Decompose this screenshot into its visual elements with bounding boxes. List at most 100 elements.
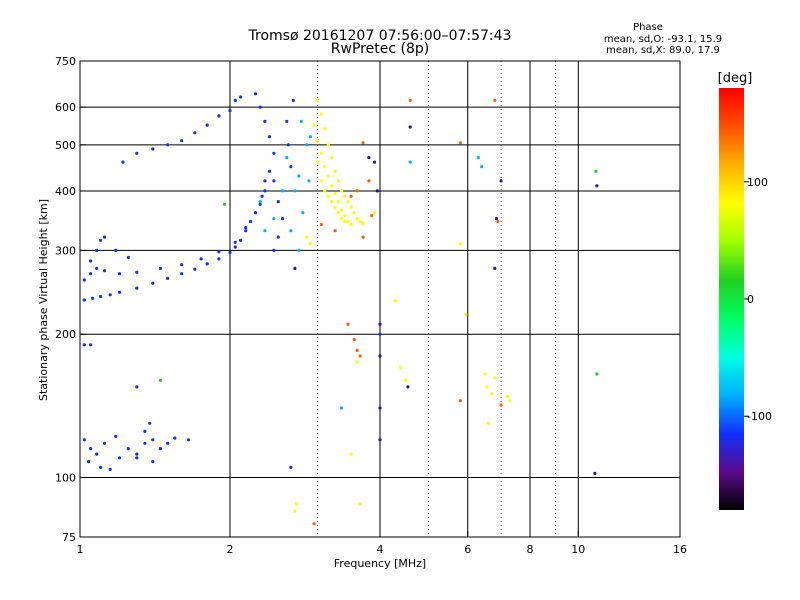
y-axis-ticks: 75 100 200 300 400 500 600 750 [55,55,86,544]
data-point [249,219,253,224]
data-point [305,235,309,239]
data-point [394,299,398,303]
data-point [253,92,258,96]
data-point [323,127,327,131]
data-point [102,269,107,273]
data-point [293,266,297,270]
data-point [289,165,293,169]
data-point [378,438,382,442]
data-point [263,229,267,233]
data-point [493,266,497,270]
colorbar-tick-label: -100 [747,410,772,423]
data-point [378,322,382,326]
data-point [336,211,340,215]
data-point [326,143,330,147]
data-point [349,205,353,209]
data-point [330,156,334,160]
y-tick-label: 600 [55,101,76,114]
data-point [253,211,258,215]
data-point [272,179,276,183]
data-point [166,143,170,147]
data-point [333,205,337,209]
data-point [222,202,227,206]
data-point [285,156,289,160]
data-point [233,98,237,102]
data-point [458,141,462,145]
data-point [493,376,497,380]
x-axis-label: Frequency [MHz] [334,557,426,570]
data-point [301,211,305,215]
data-point [117,272,122,276]
data-point [82,438,86,442]
data-point [319,151,323,155]
data-point [408,160,412,164]
data-point [281,189,285,193]
data-point [355,360,359,364]
y-tick-label: 500 [55,139,76,152]
x-tick-label: 6 [464,543,471,556]
data-point [361,221,365,225]
data-point [199,257,203,261]
data-point [595,372,599,376]
data-point [367,156,371,160]
data-point [352,337,356,342]
data-point [458,399,462,403]
data-point [323,189,327,193]
data-point [267,169,272,173]
data-point [336,200,340,204]
data-point [408,125,412,129]
data-point [286,143,290,147]
data-point [99,294,103,299]
data-point [340,208,344,212]
data-point [272,151,276,155]
x-tick-label: 1 [77,543,84,556]
data-point [319,179,323,183]
data-point [217,257,221,261]
data-point [114,434,118,438]
data-point [358,354,362,358]
data-point [355,189,359,193]
data-points [82,92,599,526]
colorbar-unit-label: [deg] [718,71,753,86]
data-point [205,262,209,266]
data-point [108,467,112,471]
data-point [263,189,267,193]
y-tick-label: 100 [55,472,76,485]
data-point [508,399,512,403]
data-point [276,200,280,204]
data-point [91,296,95,300]
colorbar-tick-label: 0 [747,293,754,306]
plot-area: 1 2 4 6 8 10 16 75 100 200 300 400 500 600 750 [55,55,687,556]
data-point [323,165,327,169]
data-point [370,214,374,218]
data-point [180,263,184,267]
data-point [258,200,262,204]
data-point [151,438,155,442]
data-point [294,502,299,506]
data-point [307,179,311,183]
data-point [135,385,139,389]
data-point [499,179,503,183]
data-point [378,406,382,410]
data-point [494,217,498,221]
data-point [326,194,330,198]
data-point [308,242,312,246]
data-point [272,217,276,221]
data-point [158,447,162,451]
x-tick-label: 4 [377,543,384,556]
data-point [108,293,112,297]
data-point [299,119,303,123]
data-point [378,332,382,336]
phase-colorbar: [deg] -100 0 100 [718,71,772,510]
data-point [490,392,494,396]
data-point [158,266,162,270]
data-point [333,169,337,173]
data-point [193,267,197,271]
data-point [297,174,301,178]
data-point [151,147,155,151]
data-point [89,259,93,263]
data-point [403,378,408,382]
data-point [408,98,412,102]
data-point [355,217,359,221]
data-point [244,226,248,230]
